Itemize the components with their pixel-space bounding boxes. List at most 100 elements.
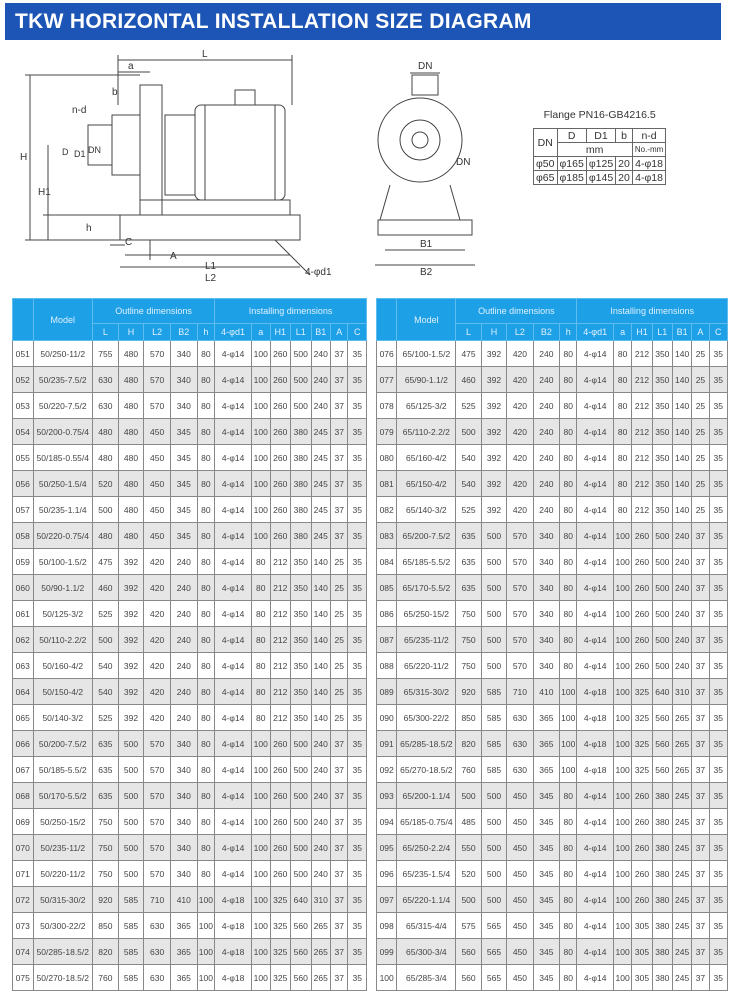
dimension-cell: 80 <box>559 886 578 913</box>
dimension-cell: 500 <box>290 730 312 757</box>
row-number: 092 <box>375 756 398 783</box>
row-number: 099 <box>375 938 398 965</box>
dimension-cell: 480 <box>92 444 119 471</box>
table-row: 069 50/250-15/2 750 500 570 340 80 4-φ14 100 260 5… <box>12 808 367 835</box>
dimension-cell: 240 <box>169 704 198 731</box>
dimension-cell: 80 <box>196 834 216 861</box>
table-row: 052 50/235-7.5/2 630 480 570 340 80 4-φ14 100 260… <box>12 366 367 393</box>
dimension-cell: 565 <box>480 912 508 939</box>
dimension-cell: 212 <box>269 652 292 679</box>
dimension-cell: 450 <box>143 444 171 471</box>
dimension-cell: 570 <box>143 782 171 809</box>
dimension-cell: 240 <box>532 392 561 419</box>
dimension-cell: 350 <box>651 496 673 523</box>
dimension-cell: 240 <box>169 574 198 601</box>
dimension-cell: 4-φ14 <box>576 912 614 939</box>
dimension-cell: 635 <box>455 548 482 575</box>
table-row: 059 50/100-1.5/2 475 392 420 240 80 4-φ14 80 212 3… <box>12 548 367 575</box>
dimension-cell: 325 <box>631 678 653 705</box>
dimension-cell: 80 <box>196 652 216 679</box>
dimension-cell: 35 <box>347 626 367 653</box>
dimension-cell: 350 <box>651 366 673 393</box>
table-row: 081 65/150-4/2 540 392 420 240 80 4-φ14 80 212 350… <box>375 470 729 497</box>
dimension-cell: 4-φ18 <box>214 964 253 991</box>
dimension-cell: 35 <box>347 340 367 367</box>
dimension-cell: 4-φ14 <box>576 366 614 393</box>
table-row: 058 50/220-0.75/4 480 480 450 345 80 4-φ14 100 26… <box>12 522 367 549</box>
dimension-cell: 100 <box>251 522 271 549</box>
dimension-cell: 80 <box>612 340 633 367</box>
row-number: 073 <box>12 912 34 939</box>
table-row: 100 65/285-3/4 560 565 450 345 80 4-φ14 100 305 38… <box>375 964 729 991</box>
dimension-cell: 585 <box>117 886 145 913</box>
dimension-cell: 630 <box>506 756 534 783</box>
dimension-cell: 380 <box>651 834 673 861</box>
dimension-cell: 80 <box>196 340 216 367</box>
no-header <box>12 298 34 341</box>
dimension-cell: 560 <box>290 964 312 991</box>
model-cell: 50/250-1.5/4 <box>32 470 94 497</box>
dimension-cell: 80 <box>251 626 271 653</box>
dimension-cell: 140 <box>671 470 693 497</box>
table-row: 065 50/140-3/2 525 392 420 240 80 4-φ14 80 212 350… <box>12 704 367 731</box>
dimension-cell: 500 <box>290 860 312 887</box>
dimension-cell: 500 <box>480 834 508 861</box>
model-cell: 50/235-7.5/2 <box>32 366 94 393</box>
column-header: L1 <box>651 323 673 341</box>
column-header: L1 <box>290 323 312 341</box>
dimension-cell: 140 <box>310 652 332 679</box>
dimension-cell: 37 <box>691 912 710 939</box>
dimension-cell: 500 <box>290 834 312 861</box>
dimension-cell: 35 <box>347 886 367 913</box>
model-cell: 50/250-15/2 <box>32 808 94 835</box>
dimension-cell: 35 <box>347 548 367 575</box>
model-cell: 65/270-18.5/2 <box>396 756 457 783</box>
model-cell: 65/170-5.5/2 <box>396 574 457 601</box>
dimension-cell: 820 <box>92 938 119 965</box>
table-row: 097 65/220-1.1/4 500 500 450 345 80 4-φ14 100 260… <box>375 886 729 913</box>
dimension-cell: 80 <box>559 574 578 601</box>
dimension-cell: 4-φ14 <box>576 444 614 471</box>
dimension-cell: 540 <box>455 470 482 497</box>
dimension-cell: 265 <box>671 730 693 757</box>
dimension-cell: 37 <box>691 834 710 861</box>
row-number: 095 <box>375 834 398 861</box>
dimension-cell: 80 <box>612 444 633 471</box>
dimension-cell: 100 <box>251 496 271 523</box>
dimension-cell: 212 <box>269 600 292 627</box>
dimension-cell: 100 <box>251 392 271 419</box>
row-number: 064 <box>12 678 34 705</box>
dimension-cell: 25 <box>691 470 710 497</box>
table-row: 095 65/250-2.2/4 550 500 450 345 80 4-φ14 100 260… <box>375 834 729 861</box>
row-number: 072 <box>12 886 34 913</box>
dimension-cell: 920 <box>92 886 119 913</box>
dimension-cell: 500 <box>480 574 508 601</box>
dimension-cell: 450 <box>506 886 534 913</box>
dimension-cell: 635 <box>455 574 482 601</box>
dimension-cell: 565 <box>480 964 508 991</box>
row-number: 094 <box>375 808 398 835</box>
dimension-cell: 80 <box>196 730 216 757</box>
dimension-cell: 240 <box>310 756 332 783</box>
dimension-cell: 450 <box>506 964 534 991</box>
dimension-cell: 392 <box>480 496 508 523</box>
dimension-cell: 140 <box>671 444 693 471</box>
dimension-cell: 80 <box>559 600 578 627</box>
dimension-cell: 100 <box>251 834 271 861</box>
dimension-cell: 80 <box>251 548 271 575</box>
dimension-cell: 100 <box>251 860 271 887</box>
dimension-cell: 80 <box>559 366 578 393</box>
column-header: L <box>92 323 119 341</box>
dimension-cell: 420 <box>143 548 171 575</box>
row-number: 053 <box>12 392 34 419</box>
table-row: 094 65/185-0.75/4 485 500 450 345 80 4-φ14 100 26… <box>375 808 729 835</box>
dimension-cell: 392 <box>480 418 508 445</box>
dimension-cell: 4-φ14 <box>214 600 253 627</box>
dimension-cell: 260 <box>269 470 292 497</box>
dimension-cell: 340 <box>532 574 561 601</box>
dimension-cell: 750 <box>92 860 119 887</box>
dimension-cell: 35 <box>347 834 367 861</box>
row-number: 093 <box>375 782 398 809</box>
model-cell: 50/220-0.75/4 <box>32 522 94 549</box>
dimension-cell: 240 <box>310 392 332 419</box>
